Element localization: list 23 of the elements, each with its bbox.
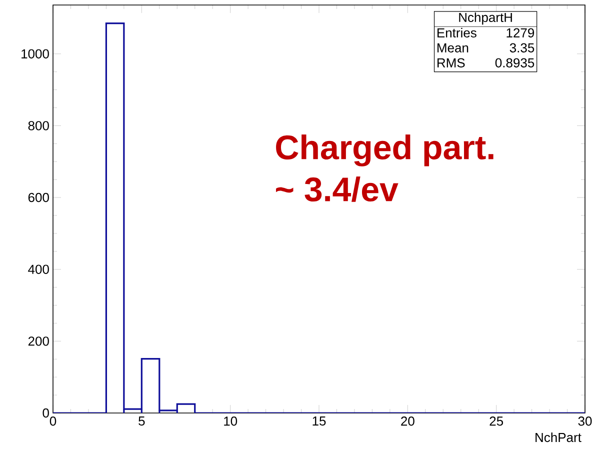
annotation: 3.35 [510, 43, 534, 52]
annotation: Entries [438, 28, 476, 38]
y-tick-label: 0 [42, 408, 49, 418]
x-tick-label: 15 [312, 416, 326, 426]
annotation: NchpartH [459, 12, 512, 25]
x-tick-label: 20 [401, 416, 414, 426]
y-tick-label: 600 [28, 192, 49, 202]
x-tick-label: 0 [50, 416, 56, 426]
x-tick-label: 30 [578, 416, 592, 426]
annotation: Charged part. [276, 134, 494, 166]
x-tick-label: 5 [138, 416, 145, 426]
annotation: ~ 3.4/ev [276, 176, 398, 202]
x-tick-label: 10 [224, 416, 238, 426]
y-tick-label: 1000 [22, 49, 49, 58]
y-tick-label: 800 [28, 121, 49, 130]
y-tick-label: 400 [28, 264, 49, 274]
annotation: RMS [438, 58, 465, 68]
x-tick-label: 25 [490, 416, 504, 426]
x-axis-title: NchPart [536, 432, 582, 442]
y-tick-label: 200 [28, 336, 49, 346]
annotation: 0.8935 [495, 58, 534, 68]
annotation: 1279 [506, 28, 534, 38]
annotation: Mean [438, 43, 468, 52]
